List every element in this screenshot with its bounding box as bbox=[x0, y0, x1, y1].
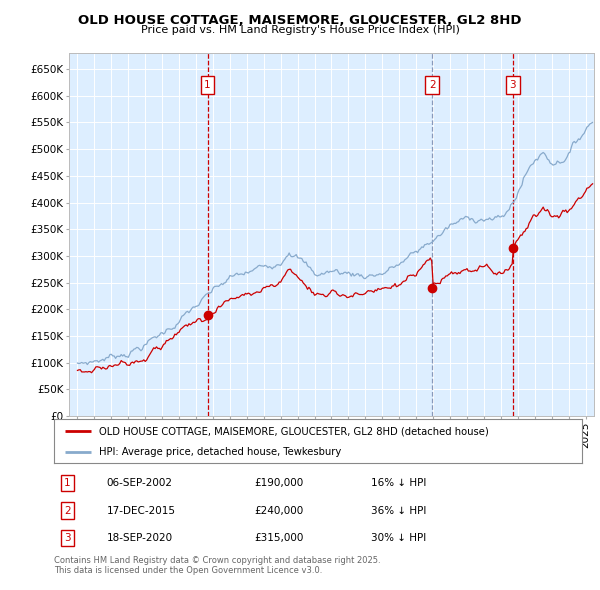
Text: 18-SEP-2020: 18-SEP-2020 bbox=[107, 533, 173, 543]
Text: Price paid vs. HM Land Registry's House Price Index (HPI): Price paid vs. HM Land Registry's House … bbox=[140, 25, 460, 35]
Text: £240,000: £240,000 bbox=[254, 506, 304, 516]
Text: OLD HOUSE COTTAGE, MAISEMORE, GLOUCESTER, GL2 8HD (detached house): OLD HOUSE COTTAGE, MAISEMORE, GLOUCESTER… bbox=[99, 427, 488, 436]
Text: HPI: Average price, detached house, Tewkesbury: HPI: Average price, detached house, Tewk… bbox=[99, 447, 341, 457]
Text: £315,000: £315,000 bbox=[254, 533, 304, 543]
Text: 2: 2 bbox=[429, 80, 436, 90]
Text: OLD HOUSE COTTAGE, MAISEMORE, GLOUCESTER, GL2 8HD: OLD HOUSE COTTAGE, MAISEMORE, GLOUCESTER… bbox=[78, 14, 522, 27]
Text: 36% ↓ HPI: 36% ↓ HPI bbox=[371, 506, 426, 516]
Text: 16% ↓ HPI: 16% ↓ HPI bbox=[371, 478, 426, 488]
Text: 17-DEC-2015: 17-DEC-2015 bbox=[107, 506, 176, 516]
Text: This data is licensed under the Open Government Licence v3.0.: This data is licensed under the Open Gov… bbox=[54, 566, 322, 575]
Text: 30% ↓ HPI: 30% ↓ HPI bbox=[371, 533, 426, 543]
Text: 1: 1 bbox=[64, 478, 71, 488]
Text: 3: 3 bbox=[509, 80, 516, 90]
Text: 3: 3 bbox=[64, 533, 71, 543]
Text: 2: 2 bbox=[64, 506, 71, 516]
Text: £190,000: £190,000 bbox=[254, 478, 304, 488]
Text: 06-SEP-2002: 06-SEP-2002 bbox=[107, 478, 173, 488]
Text: 1: 1 bbox=[204, 80, 211, 90]
Text: Contains HM Land Registry data © Crown copyright and database right 2025.: Contains HM Land Registry data © Crown c… bbox=[54, 556, 380, 565]
